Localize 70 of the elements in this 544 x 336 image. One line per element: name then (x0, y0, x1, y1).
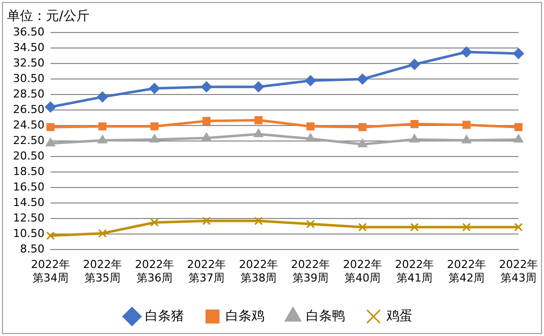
point (514, 222, 523, 232)
x-tick-label: 2022年第36周 (134, 258, 174, 284)
x-tick-label: 2022年第38周 (238, 258, 278, 284)
legend-label: 鸡蛋 (386, 308, 412, 324)
point (254, 216, 263, 226)
point (410, 222, 419, 232)
point (357, 74, 368, 85)
point (148, 82, 160, 94)
legend-label: 白条鸭 (306, 308, 345, 324)
point (462, 134, 472, 144)
x-tick-label: 2022年第35周 (82, 258, 122, 284)
point (98, 122, 107, 130)
y-tick-label: 14.50 (12, 196, 44, 209)
x-tick-label: 2022年第42周 (447, 258, 486, 284)
y-tick-label: 22.50 (12, 134, 44, 147)
point (150, 218, 159, 227)
point (358, 222, 367, 232)
y-tick-label: 18.50 (12, 164, 44, 178)
y-tick-label: 36.50 (12, 25, 44, 38)
point (150, 134, 160, 143)
y-tick-label: 16.50 (12, 180, 44, 194)
point (306, 122, 315, 130)
point (254, 128, 264, 138)
y-tick-label: 28.50 (12, 87, 44, 100)
legend-label: 白条鸡 (226, 308, 264, 324)
point (410, 134, 420, 143)
x-tick-label: 2022年第39周 (290, 258, 330, 284)
point (202, 116, 211, 125)
y-tick-label: 26.50 (12, 102, 44, 116)
point (150, 122, 159, 130)
point (462, 120, 471, 129)
y-tick-label: 30.50 (12, 72, 44, 85)
point (202, 132, 212, 141)
point (44, 102, 56, 112)
point (410, 120, 419, 128)
point (514, 134, 524, 143)
point (513, 48, 524, 60)
x-tick-label: 2022年第34周 (30, 258, 70, 284)
y-tick-label: 8.50 (20, 242, 44, 256)
point (252, 81, 264, 92)
point (514, 123, 523, 132)
x-tick-label: 2022年第37周 (186, 258, 226, 284)
y-tick-label: 10.50 (12, 226, 44, 240)
y-tick-label: 24.50 (12, 118, 44, 132)
point (306, 220, 315, 228)
point (462, 222, 471, 232)
point (96, 91, 108, 102)
point (409, 58, 420, 70)
point (306, 133, 316, 142)
y-tick-label: 20.50 (12, 149, 44, 162)
point (358, 123, 367, 132)
point (98, 229, 107, 238)
y-tick-label: 12.50 (12, 211, 44, 224)
point (461, 46, 472, 58)
x-tick-label: 2022年第41周 (395, 258, 434, 284)
chart-title: 单位：元/公斤 (7, 9, 90, 24)
legend-label: 白条猪 (145, 308, 184, 324)
y-tick-label: 32.50 (12, 56, 44, 70)
point (202, 216, 211, 226)
point (200, 81, 212, 92)
point (358, 138, 368, 148)
point (305, 75, 316, 86)
x-tick-label: 2022年第43周 (499, 258, 538, 284)
point (254, 116, 263, 124)
x-tick-label: 2022年第40周 (343, 258, 382, 284)
y-tick-label: 34.50 (12, 40, 44, 54)
point (46, 123, 55, 132)
point (46, 138, 56, 146)
point (46, 231, 55, 240)
point (98, 134, 108, 144)
